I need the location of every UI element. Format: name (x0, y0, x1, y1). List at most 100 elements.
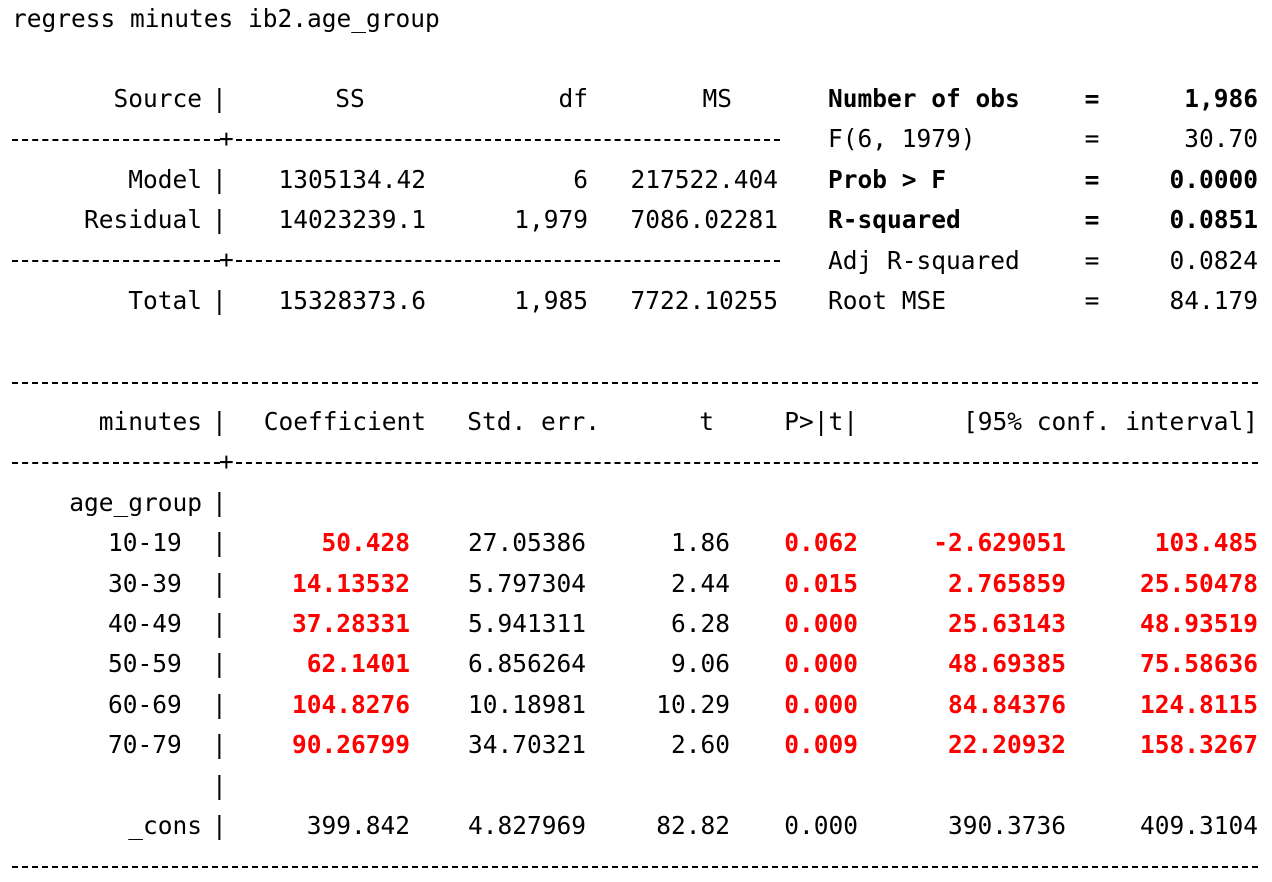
anova-header-df: df (558, 84, 588, 113)
coef-p: 0.000 (784, 609, 858, 638)
stat-label: R-squared (828, 205, 961, 234)
coef-t: 2.44 (670, 569, 730, 598)
coef-p: 0.062 (784, 528, 858, 557)
coef-t: 6.28 (670, 609, 730, 638)
coef-value: 90.26799 (291, 730, 410, 759)
coef-ci-lo: -2.629051 (933, 528, 1066, 557)
stat-eq: = (1084, 124, 1100, 153)
anova-ms: 7086.02281 (630, 205, 778, 234)
coef-row-label: _cons (128, 811, 202, 840)
anova-pipe: | (212, 165, 227, 194)
coef-ci-lo: 390.3736 (947, 811, 1066, 840)
coef-ci-hi: 48.93519 (1139, 609, 1258, 638)
coef-t: 1.86 (670, 528, 730, 557)
coef-ci-lo: 2.765859 (947, 569, 1066, 598)
coef-group-label: age_group (69, 488, 202, 517)
coef-pipe: | (212, 771, 227, 800)
coef-ci-lo: 25.63143 (947, 609, 1066, 638)
coef-separator-plus: + (219, 447, 234, 476)
coef-pipe: | (212, 569, 227, 598)
stat-value: 0.0851 (1169, 205, 1258, 234)
coef-t: 82.82 (656, 811, 730, 840)
coef-ci-hi: 158.3267 (1139, 730, 1258, 759)
coef-p: 0.000 (784, 690, 858, 719)
coef-ci-lo: 84.84376 (947, 690, 1066, 719)
stat-value: 84.179 (1169, 286, 1258, 315)
stat-value: 1,986 (1184, 84, 1258, 113)
anova-ss: 14023239.1 (278, 205, 426, 234)
coef-header-pipe: | (212, 407, 227, 436)
coef-header-t: t (699, 407, 714, 436)
coef-value: 50.428 (321, 528, 410, 557)
anova-pipe: | (212, 286, 227, 315)
coef-bottom-rule (12, 866, 1258, 868)
anova-ss: 1305134.42 (278, 165, 426, 194)
coef-row-label: 30-39 (108, 569, 182, 598)
stat-eq: = (1084, 165, 1100, 194)
coef-ci-hi: 124.8115 (1139, 690, 1258, 719)
anova-header-pipe: | (212, 84, 227, 113)
stat-label: Prob > F (828, 165, 947, 194)
coef-pipe: | (212, 811, 227, 840)
anova-header-ss: SS (335, 84, 365, 113)
coef-se: 4.827969 (467, 811, 586, 840)
stat-eq: = (1084, 286, 1100, 315)
stat-eq: = (1084, 205, 1100, 234)
anova-pipe: | (212, 205, 227, 234)
coef-separator-right (236, 462, 1258, 464)
coef-pipe: | (212, 730, 227, 759)
coef-pipe: | (212, 690, 227, 719)
stat-label: Adj R-squared (828, 246, 1020, 275)
stat-value: 0.0824 (1169, 246, 1258, 275)
coef-p: 0.000 (784, 649, 858, 678)
coef-se: 10.18981 (467, 690, 586, 719)
coef-se: 6.856264 (467, 649, 586, 678)
coef-p: 0.009 (784, 730, 858, 759)
anova-source: Residual (83, 205, 202, 234)
anova-separator-plus: + (219, 124, 234, 153)
stat-label: Number of obs (828, 84, 1020, 113)
coef-pipe: | (212, 488, 227, 517)
stat-eq: = (1084, 246, 1100, 275)
coef-row-label: 10-19 (108, 528, 182, 557)
coef-ci-hi: 103.485 (1154, 528, 1258, 557)
stat-label: F(6, 1979) (828, 124, 976, 153)
coef-se: 27.05386 (467, 528, 586, 557)
coef-ci-hi: 25.50478 (1139, 569, 1258, 598)
coef-t: 10.29 (656, 690, 730, 719)
coef-ci-hi: 409.3104 (1139, 811, 1258, 840)
coef-header-var: minutes (98, 407, 202, 436)
coef-row-label: 40-49 (108, 609, 182, 638)
anova-ms: 217522.404 (630, 165, 778, 194)
anova-separator-plus: + (219, 245, 234, 274)
coef-header-p: P>|t| (784, 407, 858, 436)
coef-ci-lo: 22.20932 (947, 730, 1066, 759)
coef-header-se: Std. err. (467, 407, 600, 436)
stat-value: 30.70 (1184, 124, 1258, 153)
stat-eq: = (1084, 84, 1100, 113)
coef-row-label: 60-69 (108, 690, 182, 719)
coef-separator-left (12, 462, 220, 464)
anova-source: Total (128, 286, 202, 315)
coef-pipe: | (212, 649, 227, 678)
coef-t: 9.06 (670, 649, 730, 678)
anova-separator-right (236, 260, 780, 262)
coef-se: 5.797304 (467, 569, 586, 598)
anova-df: 1,979 (514, 205, 588, 234)
coef-value: 399.842 (306, 811, 410, 840)
anova-separator-left (12, 260, 220, 262)
anova-separator-right (236, 139, 780, 141)
anova-header-ms: MS (702, 84, 732, 113)
coef-row-label: 70-79 (108, 730, 182, 759)
coef-row-label: 50-59 (108, 649, 182, 678)
coef-pipe: | (212, 528, 227, 557)
coef-se: 34.70321 (467, 730, 586, 759)
coef-header-coef: Coefficient (263, 407, 426, 436)
coef-pipe: | (212, 609, 227, 638)
stat-label: Root MSE (828, 286, 947, 315)
coef-value: 37.28331 (291, 609, 410, 638)
coef-p: 0.000 (784, 811, 858, 840)
coef-value: 62.1401 (306, 649, 410, 678)
coef-value: 14.13532 (291, 569, 410, 598)
